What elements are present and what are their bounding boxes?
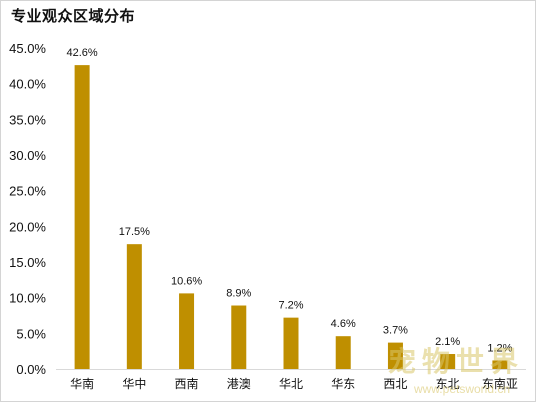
chart-title: 专业观众区域分布	[11, 7, 136, 25]
x-tick-label: 东南亚	[482, 376, 518, 391]
x-tick-label: 华南	[70, 376, 94, 391]
x-tick-label: 西北	[383, 377, 407, 391]
bar	[74, 65, 90, 370]
data-label: 3.7%	[383, 325, 408, 337]
data-labels: 42.6% 17.5% 10.6% 8.9% 7.2% 4.6% 3.7% 2.1% 1.2%	[67, 47, 513, 354]
x-tick-label: 西南	[175, 376, 199, 391]
data-label: 42.6%	[67, 47, 98, 59]
bar	[126, 244, 142, 369]
y-axis: 0.0% 5.0% 10.0% 15.0% 20.0% 25.0% 30.0% 35.0% 40…	[9, 41, 46, 377]
bar	[387, 342, 403, 369]
x-axis: 华南 华中 西南 港澳 华北 华东 西北 东北 东南亚	[56, 369, 526, 391]
x-tick-label: 华北	[279, 377, 303, 391]
data-label: 4.6%	[331, 318, 356, 330]
y-tick-label: 30.0%	[9, 148, 46, 163]
x-tick-label: 华中	[122, 376, 146, 391]
bar	[335, 336, 351, 369]
bar	[492, 360, 508, 369]
data-label: 17.5%	[119, 226, 150, 238]
bar	[283, 317, 299, 369]
x-tick-label: 东北	[436, 377, 460, 391]
y-tick-label: 5.0%	[16, 326, 46, 341]
bars	[74, 65, 508, 370]
y-tick-label: 0.0%	[16, 362, 46, 377]
y-tick-label: 10.0%	[9, 291, 46, 306]
y-tick-label: 35.0%	[9, 112, 46, 127]
y-tick-label: 45.0%	[9, 41, 46, 56]
bar	[440, 354, 456, 369]
bar	[231, 305, 247, 369]
data-label: 7.2%	[278, 300, 303, 312]
data-label: 1.2%	[487, 342, 512, 354]
y-tick-label: 40.0%	[9, 77, 46, 92]
y-tick-label: 15.0%	[9, 255, 46, 270]
bar	[179, 293, 195, 369]
y-tick-label: 25.0%	[9, 184, 46, 199]
data-label: 10.6%	[171, 275, 202, 287]
y-tick-label: 20.0%	[9, 219, 46, 234]
x-tick-label: 华东	[331, 377, 355, 391]
data-label: 8.9%	[226, 288, 251, 300]
data-label: 2.1%	[435, 336, 460, 348]
x-tick-label: 港澳	[227, 377, 251, 391]
